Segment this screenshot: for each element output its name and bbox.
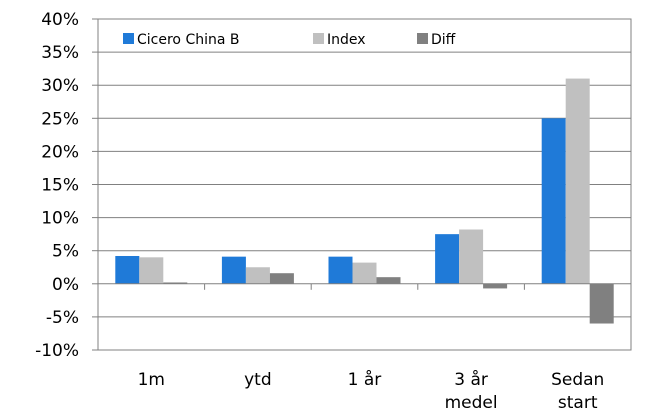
x-axis xyxy=(97,283,632,290)
bar-diff xyxy=(376,277,401,284)
x-axis-labels: 1m ytd 1 år 3 år medel Sedan start xyxy=(138,369,605,413)
bar-cicero-china-b xyxy=(541,118,566,284)
bar-index xyxy=(459,229,484,284)
bar-index xyxy=(139,257,164,284)
y-tick-label: -10% xyxy=(35,341,79,361)
x-tick-label: medel xyxy=(445,393,498,413)
bar-index xyxy=(245,267,270,284)
legend-label: Cicero China B xyxy=(137,32,239,48)
y-tick-label: 5% xyxy=(52,242,79,262)
x-tick-label: Sedan xyxy=(551,370,604,390)
y-tick-label: 15% xyxy=(41,176,79,196)
y-tick-label: 0% xyxy=(52,275,79,295)
bar-diff xyxy=(589,283,614,324)
legend-swatch xyxy=(313,33,324,44)
x-tick-label: ytd xyxy=(244,370,272,390)
bar-index xyxy=(565,78,590,284)
x-tick-label: start xyxy=(558,393,598,413)
bar-cicero-china-b xyxy=(328,256,353,284)
bar-series xyxy=(115,78,614,324)
bar-diff xyxy=(269,273,294,284)
y-tick-label: 20% xyxy=(41,142,79,162)
bar-diff xyxy=(483,283,508,289)
bar-index xyxy=(352,262,377,284)
bar-cicero-china-b xyxy=(221,256,246,284)
y-tick-label: 10% xyxy=(41,209,79,229)
legend-swatch xyxy=(123,33,134,44)
y-tick-label: 25% xyxy=(41,109,79,129)
x-tick-label: 3 år xyxy=(454,369,488,390)
bar-cicero-china-b xyxy=(115,255,140,284)
bar-cicero-china-b xyxy=(435,234,460,284)
y-tick-label: 40% xyxy=(41,10,79,30)
legend-swatch xyxy=(417,33,428,44)
plot-area-frame xyxy=(97,18,632,351)
bar-diff xyxy=(163,282,188,284)
legend-label: Index xyxy=(327,32,366,48)
y-tick-label: -5% xyxy=(46,308,79,328)
y-tick-label: 35% xyxy=(41,43,79,63)
y-tick-label: 30% xyxy=(41,76,79,96)
x-tick-label: 1m xyxy=(138,370,165,390)
y-axis-labels: 40% 35% 30% 25% 20% 15% 10% 5% 0% -5% -10% xyxy=(35,10,79,361)
x-tick-label: 1 år xyxy=(348,369,382,390)
legend-label: Diff xyxy=(431,32,456,48)
legend: Cicero China B Index Diff xyxy=(123,32,456,48)
